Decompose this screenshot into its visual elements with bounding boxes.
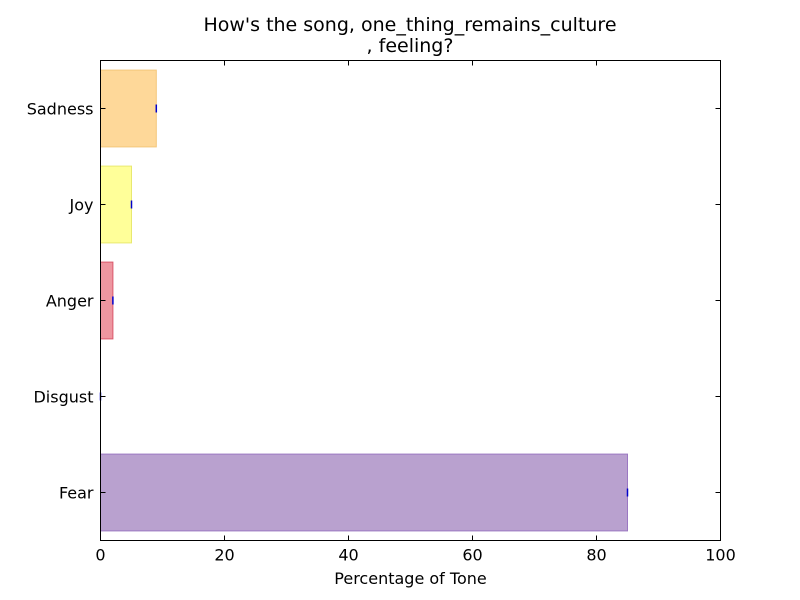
chart-title-line: , feeling? bbox=[367, 35, 454, 57]
y-tick-label-anger: Anger bbox=[46, 292, 94, 311]
y-tick-label-fear: Fear bbox=[59, 484, 94, 503]
y-tick-label-disgust: Disgust bbox=[33, 388, 93, 407]
y-tick-label-sadness: Sadness bbox=[27, 100, 94, 119]
bar-fear bbox=[100, 453, 628, 532]
x-axis-label: Percentage of Tone bbox=[334, 569, 486, 588]
bars bbox=[99, 69, 629, 532]
x-tick-label: 100 bbox=[705, 546, 736, 565]
x-tick-label: 80 bbox=[586, 546, 606, 565]
x-tick-label: 40 bbox=[338, 546, 358, 565]
x-tick-label: 20 bbox=[214, 546, 234, 565]
x-tick-label: 0 bbox=[95, 546, 105, 565]
bar-sadness bbox=[100, 69, 157, 148]
chart-title-line: How's the song, one_thing_remains_cultur… bbox=[203, 14, 616, 36]
x-tick-label: 60 bbox=[462, 546, 482, 565]
chart-title: How's the song, one_thing_remains_cultur… bbox=[203, 14, 616, 57]
y-tick-label-joy: Joy bbox=[69, 196, 94, 215]
axis-ticks: 0 20 40 60 80 100 Fear Disgust Anger Joy Sadness bbox=[27, 60, 736, 565]
